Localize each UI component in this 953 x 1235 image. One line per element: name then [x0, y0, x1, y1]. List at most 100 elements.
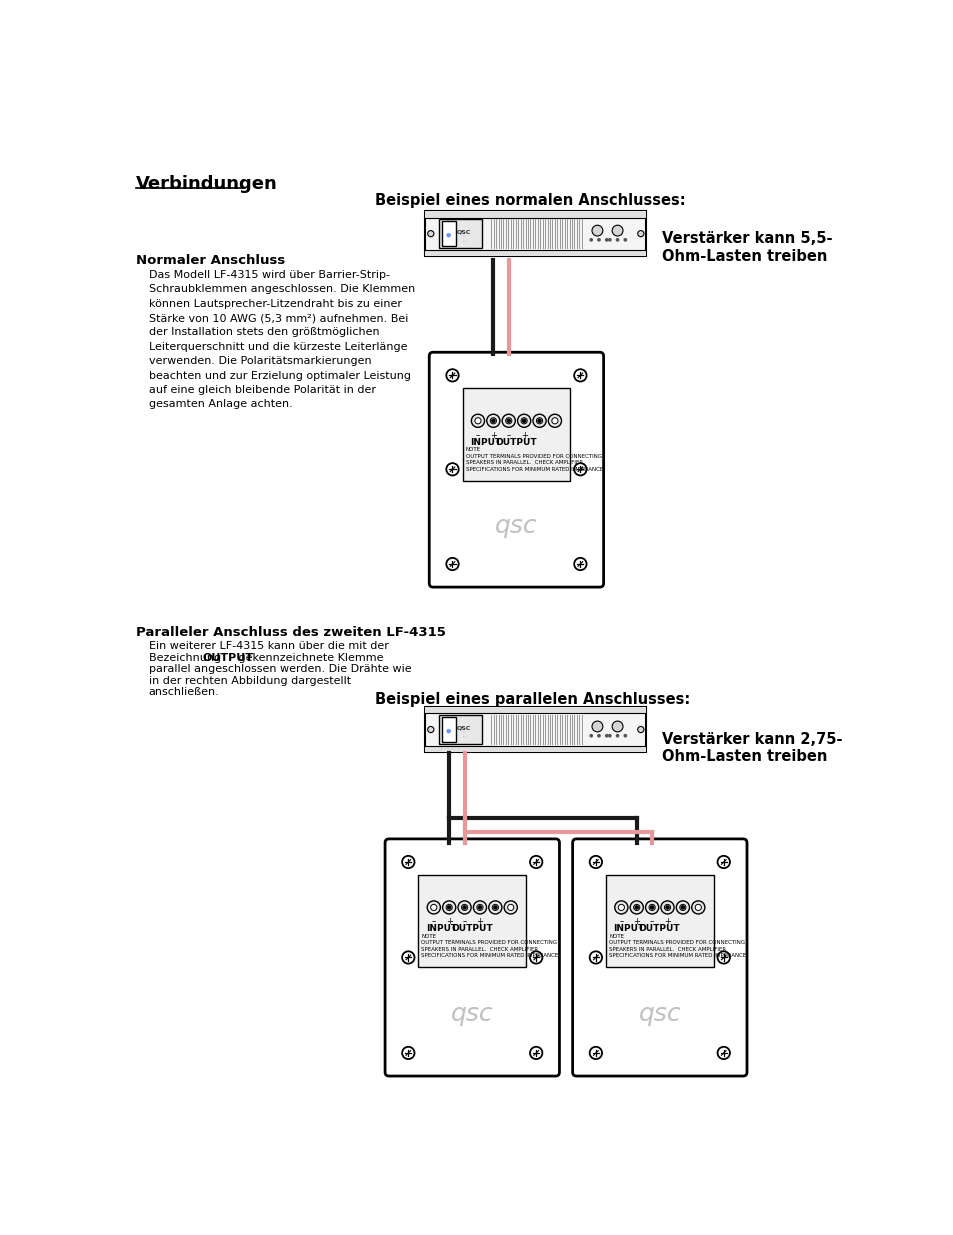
FancyBboxPatch shape — [462, 389, 570, 480]
Circle shape — [548, 414, 561, 427]
Circle shape — [461, 904, 467, 910]
Circle shape — [446, 369, 458, 382]
Bar — [425, 708, 645, 714]
Text: INPUT: INPUT — [613, 924, 644, 934]
Text: ...
...: ... ... — [462, 730, 465, 739]
Circle shape — [507, 904, 514, 910]
Circle shape — [486, 414, 499, 427]
Text: Beispiel eines normalen Anschlusses:: Beispiel eines normalen Anschlusses: — [375, 193, 685, 207]
Circle shape — [490, 417, 496, 424]
Text: +: + — [476, 918, 483, 926]
Text: Beispiel eines parallelen Anschlusses:: Beispiel eines parallelen Anschlusses: — [375, 692, 690, 706]
Text: +: + — [445, 918, 452, 926]
Circle shape — [589, 1047, 601, 1060]
Circle shape — [537, 419, 540, 422]
Circle shape — [635, 906, 638, 909]
Circle shape — [637, 231, 643, 237]
Circle shape — [551, 417, 558, 424]
Circle shape — [533, 414, 545, 427]
Circle shape — [650, 906, 653, 909]
Circle shape — [488, 900, 501, 914]
Text: –: – — [431, 918, 436, 926]
Circle shape — [427, 726, 434, 732]
Circle shape — [517, 414, 530, 427]
Text: gekennzeichnete Klemme: gekennzeichnete Klemme — [235, 652, 384, 662]
Circle shape — [530, 1047, 542, 1060]
Circle shape — [473, 900, 486, 914]
Circle shape — [616, 735, 618, 737]
Circle shape — [427, 231, 434, 237]
Text: QSC: QSC — [456, 725, 471, 731]
FancyBboxPatch shape — [572, 839, 746, 1076]
Text: –: – — [506, 431, 511, 440]
Circle shape — [574, 369, 586, 382]
Circle shape — [501, 414, 515, 427]
Circle shape — [589, 856, 601, 868]
FancyBboxPatch shape — [429, 352, 603, 587]
Text: NOTE
OUTPUT TERMINALS PROVIDED FOR CONNECTING
SPEAKERS IN PARALLEL.  CHECK AMPLI: NOTE OUTPUT TERMINALS PROVIDED FOR CONNE… — [608, 934, 747, 958]
Circle shape — [574, 463, 586, 475]
Circle shape — [717, 1047, 729, 1060]
Circle shape — [430, 904, 436, 910]
Circle shape — [648, 904, 655, 910]
Circle shape — [605, 238, 607, 241]
Circle shape — [676, 900, 689, 914]
Bar — [441, 718, 456, 742]
Circle shape — [457, 900, 471, 914]
Text: OUTPUT: OUTPUT — [451, 924, 493, 934]
Text: OUTPUT: OUTPUT — [496, 437, 537, 447]
Circle shape — [402, 1047, 415, 1060]
Circle shape — [477, 906, 481, 909]
Text: –: – — [649, 918, 654, 926]
Text: Verstärker kann 5,5-
Ohm-Lasten treiben: Verstärker kann 5,5- Ohm-Lasten treiben — [661, 231, 831, 264]
Text: +: + — [663, 918, 670, 926]
Text: parallel angeschlossen werden. Die Drähte wie: parallel angeschlossen werden. Die Dräht… — [149, 664, 411, 674]
Circle shape — [630, 900, 642, 914]
Circle shape — [612, 721, 622, 732]
Circle shape — [402, 951, 415, 963]
Circle shape — [623, 238, 626, 241]
Text: INPUT: INPUT — [425, 924, 456, 934]
Bar — [439, 219, 481, 248]
Text: anschließen.: anschließen. — [149, 687, 219, 698]
Circle shape — [476, 904, 482, 910]
Text: qsc: qsc — [495, 514, 537, 537]
Circle shape — [598, 735, 599, 737]
Text: QSC: QSC — [456, 230, 471, 235]
Circle shape — [475, 417, 480, 424]
Circle shape — [618, 904, 624, 910]
Bar — [425, 249, 645, 256]
FancyBboxPatch shape — [605, 876, 713, 967]
Circle shape — [605, 735, 607, 737]
Text: –: – — [476, 431, 479, 440]
Circle shape — [637, 726, 643, 732]
Text: +: + — [490, 431, 497, 440]
Text: qsc: qsc — [451, 1003, 493, 1026]
Circle shape — [717, 856, 729, 868]
Circle shape — [612, 225, 622, 236]
Circle shape — [574, 558, 586, 571]
Circle shape — [503, 900, 517, 914]
Circle shape — [695, 904, 700, 910]
Circle shape — [446, 463, 458, 475]
Circle shape — [623, 735, 626, 737]
Text: –: – — [462, 918, 466, 926]
Circle shape — [447, 730, 450, 732]
Circle shape — [590, 238, 592, 241]
Circle shape — [530, 856, 542, 868]
Text: qsc: qsc — [638, 1003, 680, 1026]
Circle shape — [679, 904, 685, 910]
Bar — [425, 211, 645, 217]
Text: in der rechten Abbildung dargestellt: in der rechten Abbildung dargestellt — [149, 676, 351, 685]
Bar — [439, 715, 481, 745]
Text: Bezeichnung: Bezeichnung — [149, 652, 224, 662]
Circle shape — [665, 906, 668, 909]
Circle shape — [536, 417, 542, 424]
Text: Verbindungen: Verbindungen — [136, 175, 277, 193]
FancyBboxPatch shape — [425, 708, 645, 752]
Circle shape — [402, 856, 415, 868]
Bar — [425, 746, 645, 752]
Circle shape — [447, 233, 450, 237]
Text: NOTE
OUTPUT TERMINALS PROVIDED FOR CONNECTING
SPEAKERS IN PARALLEL.  CHECK AMPLI: NOTE OUTPUT TERMINALS PROVIDED FOR CONNE… — [465, 447, 604, 472]
FancyBboxPatch shape — [385, 839, 558, 1076]
